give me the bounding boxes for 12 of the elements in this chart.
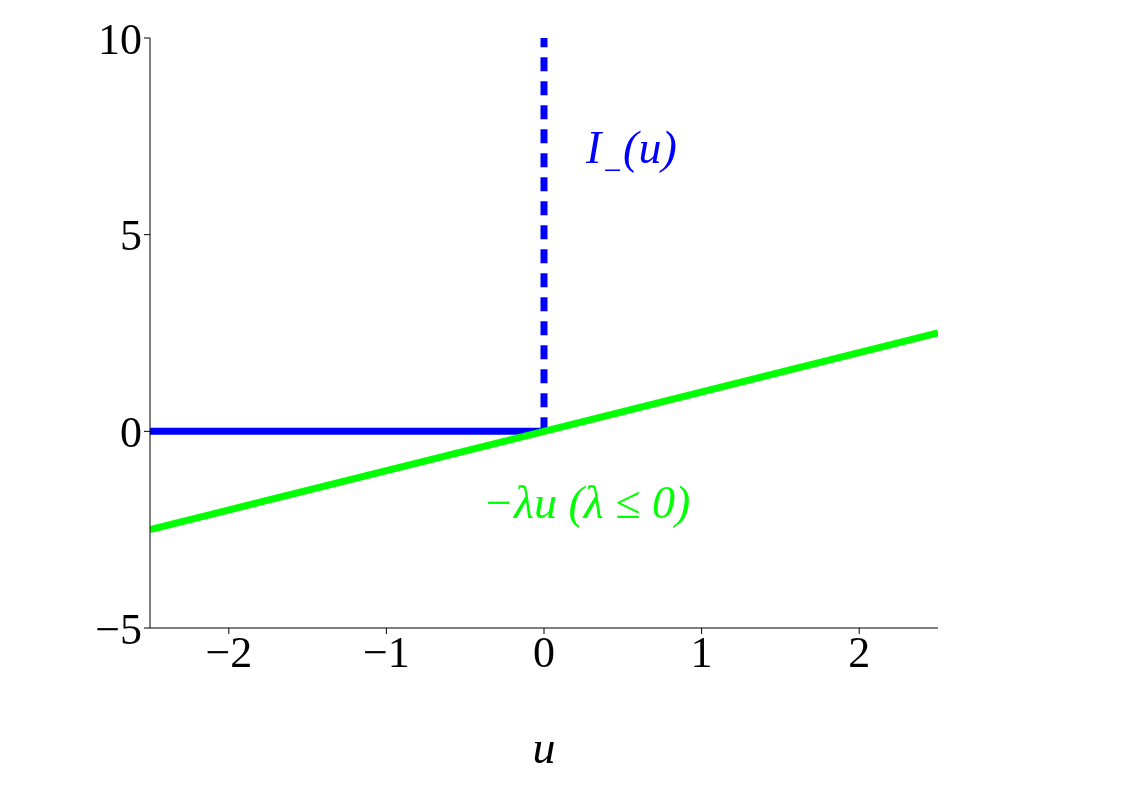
x-tick-label: −2 xyxy=(205,628,253,678)
series-label: I$_{−}$(u) xyxy=(585,122,677,188)
y-tick-label: 0 xyxy=(120,407,142,457)
x-tick-label: 0 xyxy=(533,628,555,678)
x-axis-title: u xyxy=(532,722,556,773)
x-tick-label: 2 xyxy=(848,628,871,678)
y-tick-label: 10 xyxy=(98,14,142,64)
y-tick-label: −5 xyxy=(95,604,142,654)
x-tick-label: 1 xyxy=(690,628,713,678)
y-tick-label: 5 xyxy=(120,211,142,261)
series-label: −λu (λ ≤ 0) xyxy=(483,477,691,528)
x-tick-label: −1 xyxy=(362,628,410,678)
